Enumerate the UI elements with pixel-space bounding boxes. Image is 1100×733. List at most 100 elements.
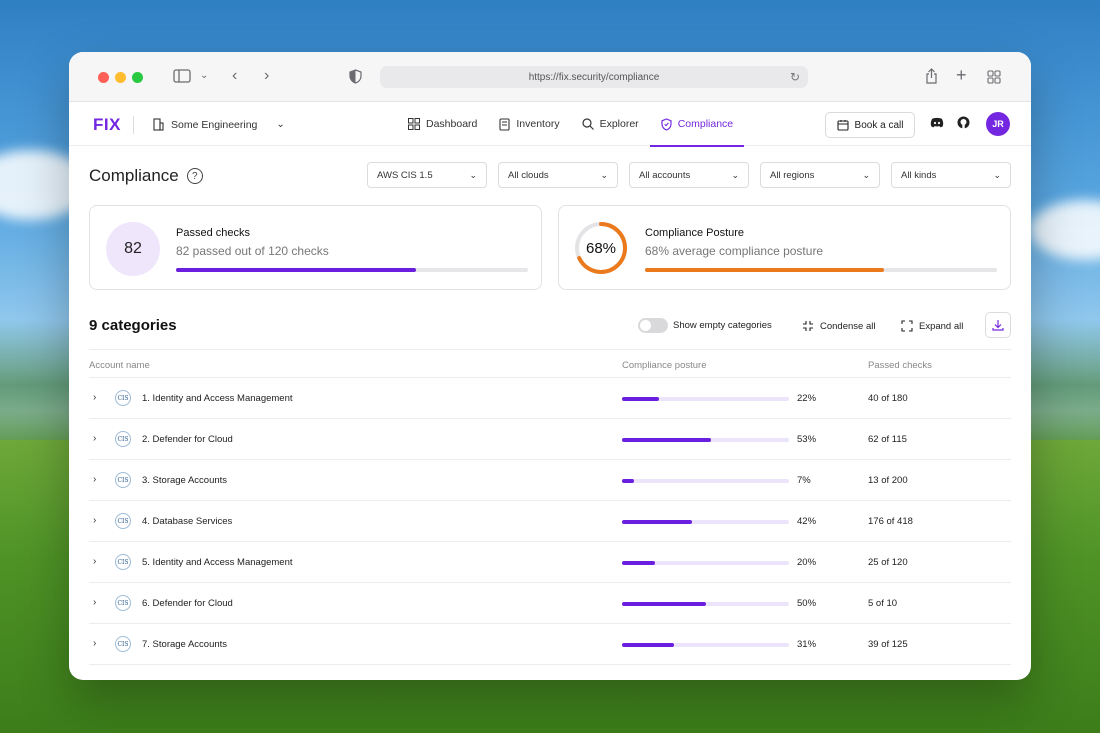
back-icon[interactable]: ‹ xyxy=(232,67,238,84)
posture-percent: 50% xyxy=(797,598,817,609)
expand-all-button[interactable]: Expand all xyxy=(901,320,963,332)
column-passed-checks[interactable]: Passed checks xyxy=(868,360,932,371)
posture-bar xyxy=(622,397,789,401)
posture-bar-fill xyxy=(622,397,659,401)
passed-checks-count: 62 of 115 xyxy=(868,434,907,445)
category-name: 3. Storage Accounts xyxy=(142,475,228,486)
cis-logo-icon: CIS xyxy=(115,431,131,447)
posture-bar-fill xyxy=(622,479,634,483)
categories-table: Account name Compliance posture Passed c… xyxy=(89,349,1011,665)
chevron-right-icon[interactable]: › xyxy=(93,597,97,608)
building-icon xyxy=(153,118,164,131)
forward-icon[interactable]: › xyxy=(264,67,270,84)
categories-count: 9 categories xyxy=(89,317,177,334)
regions-filter-value: All regions xyxy=(770,169,815,181)
posture-bar xyxy=(622,520,789,524)
table-row[interactable]: › CIS 2. Defender for Cloud 53% 62 of 115 xyxy=(89,419,1011,460)
benchmark-filter-value: AWS CIS 1.5 xyxy=(377,169,433,181)
new-tab-icon[interactable]: + xyxy=(956,65,967,85)
chevron-right-icon[interactable]: › xyxy=(93,556,97,567)
chevron-right-icon[interactable]: › xyxy=(93,474,97,485)
chevron-down-icon: ⌄ xyxy=(276,119,285,130)
passed-checks-count: 13 of 200 xyxy=(868,475,908,486)
fix-logo[interactable]: FIX xyxy=(93,115,121,134)
user-avatar[interactable]: JR xyxy=(986,112,1010,136)
chevron-right-icon[interactable]: › xyxy=(93,515,97,526)
browser-window: ⌄ ‹ › https://fix.security/compliance ↻ … xyxy=(69,52,1031,680)
github-icon[interactable] xyxy=(957,116,970,132)
header-divider xyxy=(133,116,134,134)
chevron-right-icon[interactable]: › xyxy=(93,433,97,444)
cis-logo-icon: CIS xyxy=(115,513,131,529)
posture-subtitle: 68% average compliance posture xyxy=(645,244,824,258)
chevron-down-icon: ⌄ xyxy=(600,169,608,180)
maximize-window-button[interactable] xyxy=(132,72,143,83)
share-icon[interactable] xyxy=(925,68,938,86)
org-selector[interactable]: Some Engineering ⌄ xyxy=(153,118,285,131)
table-row[interactable]: › CIS 4. Database Services 42% 176 of 418 xyxy=(89,501,1011,542)
regions-filter[interactable]: All regions ⌄ xyxy=(760,162,880,188)
nav-compliance-label: Compliance xyxy=(677,118,734,130)
chevron-down-icon[interactable]: ⌄ xyxy=(200,70,209,81)
benchmark-filter[interactable]: AWS CIS 1.5 ⌄ xyxy=(367,162,487,188)
table-row[interactable]: › CIS 3. Storage Accounts 7% 13 of 200 xyxy=(89,460,1011,501)
kinds-filter[interactable]: All kinds ⌄ xyxy=(891,162,1011,188)
table-row[interactable]: › CIS 5. Identity and Access Management 20%… xyxy=(89,542,1011,583)
help-icon[interactable]: ? xyxy=(186,168,203,184)
accounts-filter-value: All accounts xyxy=(639,169,691,181)
download-button[interactable] xyxy=(985,312,1011,338)
posture-progress xyxy=(645,268,997,272)
column-account-name[interactable]: Account name xyxy=(89,360,150,371)
show-empty-toggle[interactable] xyxy=(638,318,668,333)
grid-icon xyxy=(408,118,420,130)
cis-logo-icon: CIS xyxy=(115,472,131,488)
category-name: 7. Storage Accounts xyxy=(142,639,228,650)
expand-all-label: Expand all xyxy=(919,320,964,332)
passed-checks-title: Passed checks xyxy=(176,227,250,239)
show-empty-label[interactable]: Show empty categories xyxy=(673,320,772,331)
close-window-button[interactable] xyxy=(98,72,109,83)
nav-explorer[interactable]: Explorer xyxy=(571,102,650,146)
minimize-window-button[interactable] xyxy=(115,72,126,83)
clouds-filter[interactable]: All clouds ⌄ xyxy=(498,162,618,188)
download-icon xyxy=(992,320,1004,331)
book-call-label: Book a call xyxy=(854,119,904,131)
passed-checks-count: 40 of 180 xyxy=(868,393,908,404)
cis-logo-icon: CIS xyxy=(115,595,131,611)
passed-checks-count: 176 of 418 xyxy=(868,516,913,527)
passed-checks-subtitle: 82 passed out of 120 checks xyxy=(176,244,329,258)
reload-icon[interactable]: ↻ xyxy=(789,70,800,84)
passed-checks-count: 25 of 120 xyxy=(868,557,908,568)
nav-inventory[interactable]: Inventory xyxy=(488,102,570,146)
browser-toolbar: ⌄ ‹ › https://fix.security/compliance ↻ … xyxy=(69,52,1031,102)
table-row[interactable]: › CIS 7. Storage Accounts 31% 39 of 125 xyxy=(89,624,1011,665)
nav-compliance[interactable]: Compliance xyxy=(649,102,745,147)
table-row[interactable]: › CIS 1. Identity and Access Management 22%… xyxy=(89,378,1011,419)
condense-all-button[interactable]: Condense all xyxy=(802,320,875,332)
chevron-down-icon: ⌄ xyxy=(731,169,739,180)
book-call-button[interactable]: Book a call xyxy=(825,112,915,138)
chevron-right-icon[interactable]: › xyxy=(93,638,97,649)
column-compliance-posture[interactable]: Compliance posture xyxy=(622,360,707,371)
sidebar-icon[interactable] xyxy=(173,69,191,85)
nav-explorer-label: Explorer xyxy=(599,118,639,130)
posture-donut xyxy=(575,222,627,274)
privacy-shield-icon[interactable] xyxy=(349,69,362,86)
nav-dashboard[interactable]: Dashboard xyxy=(397,102,488,146)
tab-overview-icon[interactable] xyxy=(987,70,1001,86)
chevron-down-icon: ⌄ xyxy=(993,169,1001,180)
compliance-page: Compliance ? AWS CIS 1.5 ⌄ All clouds ⌄ … xyxy=(69,146,1031,680)
shield-icon xyxy=(661,117,672,131)
posture-bar xyxy=(622,438,789,442)
posture-bar xyxy=(622,479,789,483)
accounts-filter[interactable]: All accounts ⌄ xyxy=(629,162,749,188)
discord-icon[interactable] xyxy=(930,117,944,131)
address-bar[interactable]: https://fix.security/compliance ↻ xyxy=(380,66,808,88)
chevron-right-icon[interactable]: › xyxy=(93,392,97,403)
background-cloud xyxy=(1030,200,1100,260)
table-row[interactable]: › CIS 6. Defender for Cloud 50% 5 of 10 xyxy=(89,583,1011,624)
posture-percent: 20% xyxy=(797,557,817,568)
passed-count: 82 xyxy=(106,222,160,276)
main-nav: Dashboard Inventory Explorer Compliance xyxy=(397,102,745,147)
posture-donut-arc xyxy=(575,222,627,274)
